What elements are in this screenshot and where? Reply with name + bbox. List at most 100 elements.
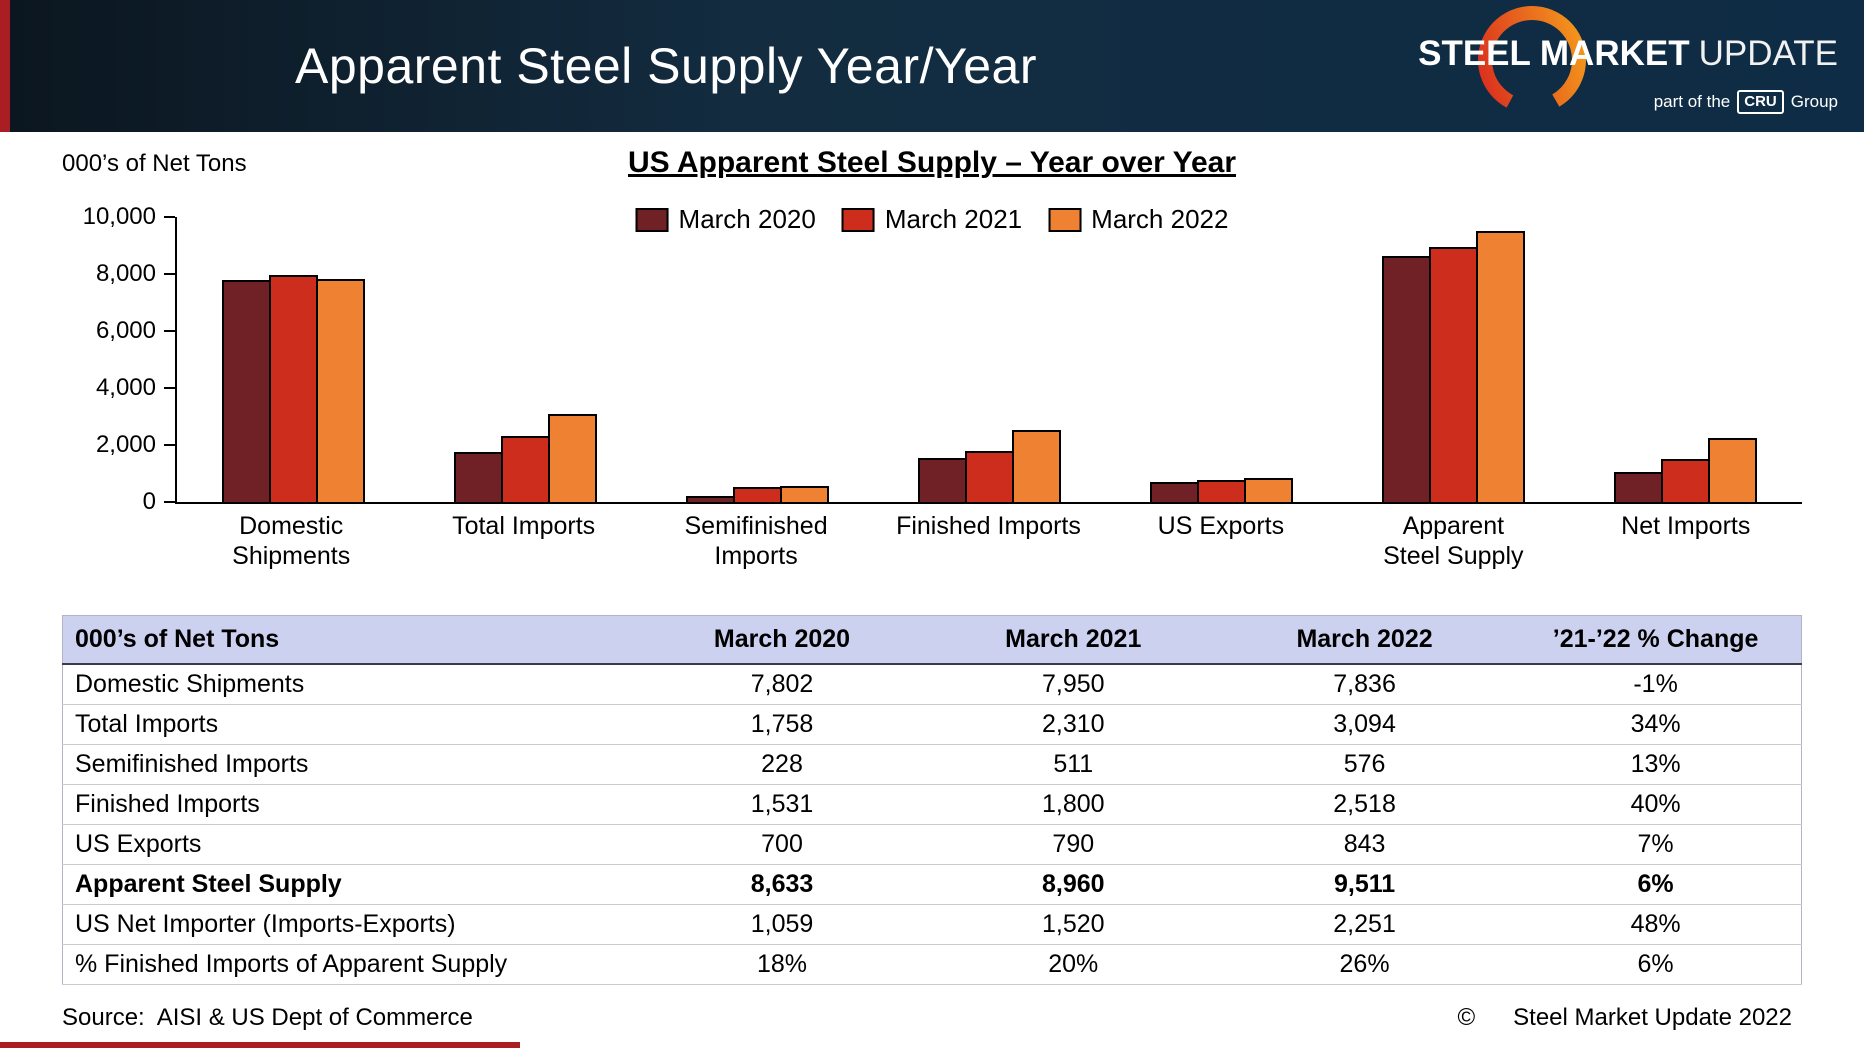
data-table: 000’s of Net Tons March 2020 March 2021 Mar… (62, 615, 1802, 985)
table-row: Total Imports 1,758 2,310 3,094 34% (62, 704, 1802, 745)
cell-value: 7,802 (636, 664, 928, 705)
chart-section: 000’s of Net Tons US Apparent Steel Supp… (0, 132, 1864, 609)
table-row: US Exports 700 790 843 7% (62, 824, 1802, 865)
bar-march-2021 (268, 275, 318, 502)
category-label: US Exports (1105, 512, 1337, 571)
bar-march-2022 (315, 278, 365, 502)
logo-swoosh-icon (1478, 5, 1586, 114)
category-label: Finished Imports (872, 512, 1104, 571)
cell-value: 48% (1510, 904, 1802, 945)
category-label: Domestic Shipments (175, 512, 407, 571)
cell-value: 3,094 (1218, 704, 1511, 745)
bar-march-2020 (453, 451, 503, 502)
bar-march-2020 (1382, 255, 1432, 502)
bar-march-2020 (1150, 482, 1200, 502)
y-axis-tick-label: 0 (142, 488, 156, 515)
bar-group (641, 217, 873, 502)
category-label: Apparent Steel Supply (1337, 512, 1569, 571)
row-label: US Net Importer (Imports-Exports) (62, 904, 637, 945)
column-header: ’21-’22 % Change (1510, 615, 1802, 665)
cell-value: 228 (636, 744, 928, 785)
cell-value: 790 (927, 824, 1219, 865)
table-row: Apparent Steel Supply 8,633 8,960 9,511 6% (62, 864, 1802, 905)
legend-label: March 2021 (884, 204, 1023, 234)
y-axis-tick-label: 6,000 (95, 317, 156, 344)
bar-group (1338, 217, 1570, 502)
bar-march-2022 (1244, 477, 1294, 502)
bar-march-2022 (547, 413, 597, 502)
logo-tagline: part of the CRU Group (1654, 90, 1838, 114)
legend-label: March 2020 (678, 204, 816, 234)
cell-value: 1,531 (636, 784, 928, 825)
bar-group (1106, 217, 1338, 502)
column-header: March 2022 (1218, 615, 1511, 665)
cell-value: 13% (1510, 744, 1802, 785)
table-row: US Net Importer (Imports-Exports) 1,059 1,… (62, 904, 1802, 945)
header-banner: Apparent Steel Supply Year/Year STEEL MAR… (0, 0, 1864, 132)
cell-value: 40% (1510, 784, 1802, 825)
table-row: Semifinished Imports 228 511 576 13% (62, 744, 1802, 785)
row-label: Total Imports (62, 704, 637, 745)
legend-item: March 2020 (635, 204, 816, 235)
cell-value: 7,950 (927, 664, 1219, 705)
table-row: % Finished Imports of Apparent Supply 18%… (62, 944, 1802, 985)
cell-value: 1,059 (636, 904, 928, 945)
page-title: Apparent Steel Supply Year/Year (295, 38, 1037, 94)
category-label-text: Apparent Steel Supply (1383, 512, 1524, 570)
category-label-text: Total Imports (452, 512, 596, 540)
bar-march-2021 (500, 436, 550, 502)
category-label: Semifinished Imports (640, 512, 872, 571)
row-label: Finished Imports (62, 784, 637, 825)
bar-march-2021 (1429, 246, 1479, 502)
cell-value: 2,310 (927, 704, 1219, 745)
bar-group (409, 217, 641, 502)
cell-value: 8,633 (636, 864, 928, 905)
cell-value: 1,520 (927, 904, 1219, 945)
table-row: Domestic Shipments 7,802 7,950 7,836 -1% (62, 664, 1802, 705)
bar-group (177, 217, 409, 502)
bar-march-2022 (1011, 430, 1061, 502)
row-label: Domestic Shipments (62, 664, 637, 705)
logo-tagline-suffix: Group (1790, 92, 1838, 111)
cell-value: -1% (1510, 664, 1802, 705)
plot-column: Domestic Shipments Total Imports Semifinis… (175, 217, 1802, 571)
cell-value: 7,836 (1218, 664, 1511, 705)
legend-swatch (635, 207, 669, 232)
smu-logo: STEEL MARKET UPDATE part of the CRU Group (1414, 2, 1844, 130)
bar-group (873, 217, 1105, 502)
y-axis-tick-mark (164, 387, 175, 389)
column-header: 000’s of Net Tons (62, 615, 637, 665)
plot-area (175, 217, 1802, 504)
legend-label: March 2022 (1091, 204, 1229, 234)
left-accent-stripe (0, 0, 10, 132)
bar-march-2021 (964, 450, 1014, 502)
bar-march-2022 (779, 485, 829, 502)
chart-title: US Apparent Steel Supply – Year over Yea… (627, 146, 1237, 179)
cell-value: 20% (927, 944, 1219, 985)
cell-value: 700 (636, 824, 928, 865)
y-axis-tick-mark (164, 216, 175, 218)
cell-value: 2,251 (1218, 904, 1511, 945)
cell-value: 6% (1510, 864, 1802, 905)
y-axis-tick-mark (164, 273, 175, 275)
copyright-text: Steel Market Update 2022 (1513, 1004, 1792, 1031)
y-axis-tick-label: 10,000 (82, 203, 156, 230)
y-axis-tick-label: 8,000 (95, 260, 156, 287)
table-header-row: 000’s of Net Tons March 2020 March 2021 Mar… (62, 615, 1802, 665)
category-label-text: Net Imports (1621, 512, 1751, 540)
cell-value: 843 (1218, 824, 1511, 865)
cell-value: 9,511 (1218, 864, 1511, 905)
category-label-text: Finished Imports (896, 512, 1081, 540)
bar-march-2020 (1614, 471, 1664, 502)
bar-march-2021 (1197, 479, 1247, 502)
column-header: March 2021 (927, 615, 1219, 665)
logo-steel-text: STEEL (1418, 34, 1531, 73)
bar-march-2022 (1476, 230, 1526, 502)
row-label: % Finished Imports of Apparent Supply (62, 944, 637, 985)
y-axis-tick-mark (164, 330, 175, 332)
bar-march-2020 (685, 495, 735, 502)
bar-march-2020 (221, 279, 271, 502)
cell-value: 8,960 (927, 864, 1219, 905)
row-label: Semifinished Imports (62, 744, 637, 785)
